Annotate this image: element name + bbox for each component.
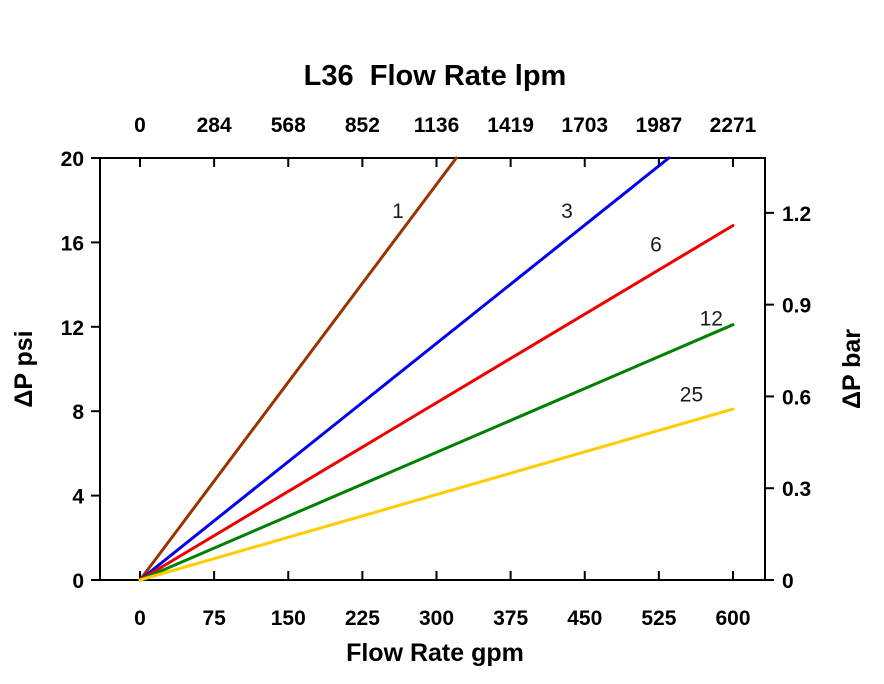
- y-tick-label-bar: 0.6: [782, 386, 811, 409]
- y-tick-label-bar: 1.2: [782, 203, 811, 226]
- x-tick-label-gpm: 0: [134, 607, 146, 630]
- x-tick-label-lpm: 1703: [561, 114, 608, 137]
- series-label-25: 25: [680, 383, 703, 406]
- series-line-6: [138, 224, 735, 582]
- y-tick-label-psi: 12: [61, 317, 84, 340]
- y-tick-label-psi: 0: [72, 570, 84, 593]
- x-tick-label-gpm: 600: [715, 607, 750, 630]
- x-tick-label-gpm: 75: [202, 607, 226, 630]
- x-tick-label-lpm: 0: [134, 114, 146, 137]
- x-tick-label-lpm: 2271: [710, 114, 757, 137]
- x-tick-label-lpm: 1136: [414, 114, 460, 137]
- x-axis-title-gpm: Flow Rate gpm: [346, 639, 524, 667]
- plot-frame: [99, 157, 766, 581]
- series-label-3: 3: [561, 200, 573, 223]
- y-tick-label-psi: 16: [61, 232, 84, 255]
- series-label-1: 1: [392, 200, 404, 223]
- x-tick-label-gpm: 225: [345, 607, 380, 630]
- series-line-1: [138, 156, 458, 582]
- series-label-6: 6: [650, 234, 662, 257]
- plot-area: 0075284150568225852300113637514194501703…: [61, 114, 812, 630]
- x-tick-label-lpm: 568: [271, 114, 306, 137]
- x-tick-label-lpm: 852: [345, 114, 380, 137]
- x-tick-label-gpm: 150: [271, 607, 306, 630]
- series-label-12: 12: [700, 307, 723, 330]
- x-tick-label-gpm: 300: [419, 607, 454, 630]
- series-line-12: [138, 323, 735, 582]
- x-tick-label-gpm: 375: [493, 607, 528, 630]
- y-tick-label-bar: 0.3: [782, 478, 811, 501]
- chart-title: L36 Flow Rate lpm: [304, 60, 567, 92]
- y-tick-label-psi: 20: [61, 148, 84, 171]
- y-axis-title-psi: ΔP psi: [10, 330, 38, 407]
- x-tick-label-gpm: 450: [567, 607, 602, 630]
- x-tick-label-lpm: 1419: [487, 114, 534, 137]
- x-tick-label-lpm: 1987: [636, 114, 683, 137]
- y-tick-label-bar: 0: [782, 570, 794, 593]
- series-line-3: [138, 156, 671, 582]
- y-tick-label-psi: 8: [72, 401, 84, 424]
- y-tick-label-bar: 0.9: [782, 295, 811, 318]
- x-tick-label-gpm: 525: [641, 607, 676, 630]
- y-axis-title-bar: ΔP bar: [838, 329, 866, 409]
- series-line-25: [138, 407, 735, 582]
- y-tick-label-psi: 4: [72, 486, 84, 509]
- x-tick-label-lpm: 284: [197, 114, 232, 137]
